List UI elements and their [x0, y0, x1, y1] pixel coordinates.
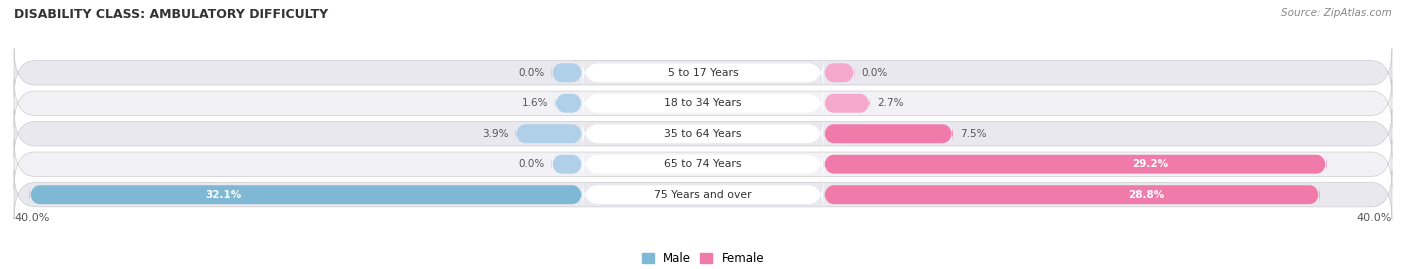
Text: 5 to 17 Years: 5 to 17 Years: [668, 68, 738, 78]
Text: 32.1%: 32.1%: [205, 190, 242, 200]
FancyBboxPatch shape: [824, 155, 1326, 174]
Legend: Male, Female: Male, Female: [637, 247, 769, 269]
FancyBboxPatch shape: [582, 116, 824, 152]
FancyBboxPatch shape: [824, 63, 855, 82]
Text: 18 to 34 Years: 18 to 34 Years: [664, 98, 742, 108]
FancyBboxPatch shape: [14, 140, 1392, 189]
Text: 3.9%: 3.9%: [482, 129, 509, 139]
FancyBboxPatch shape: [824, 94, 870, 113]
Text: 28.8%: 28.8%: [1128, 190, 1164, 200]
FancyBboxPatch shape: [515, 124, 582, 143]
FancyBboxPatch shape: [14, 79, 1392, 128]
FancyBboxPatch shape: [582, 146, 824, 182]
FancyBboxPatch shape: [14, 109, 1392, 158]
Text: 0.0%: 0.0%: [862, 68, 887, 78]
FancyBboxPatch shape: [555, 94, 582, 113]
FancyBboxPatch shape: [582, 85, 824, 121]
Text: 0.0%: 0.0%: [519, 159, 544, 169]
FancyBboxPatch shape: [14, 48, 1392, 97]
Text: 75 Years and over: 75 Years and over: [654, 190, 752, 200]
FancyBboxPatch shape: [30, 185, 582, 204]
Text: 2.7%: 2.7%: [877, 98, 904, 108]
Text: 65 to 74 Years: 65 to 74 Years: [664, 159, 742, 169]
Text: DISABILITY CLASS: AMBULATORY DIFFICULTY: DISABILITY CLASS: AMBULATORY DIFFICULTY: [14, 8, 328, 21]
Text: 7.5%: 7.5%: [960, 129, 986, 139]
FancyBboxPatch shape: [824, 124, 953, 143]
FancyBboxPatch shape: [551, 155, 582, 174]
FancyBboxPatch shape: [824, 185, 1320, 204]
Text: 29.2%: 29.2%: [1132, 159, 1168, 169]
Text: 35 to 64 Years: 35 to 64 Years: [664, 129, 742, 139]
FancyBboxPatch shape: [14, 170, 1392, 219]
FancyBboxPatch shape: [582, 177, 824, 213]
Text: 40.0%: 40.0%: [1357, 213, 1392, 222]
Text: 40.0%: 40.0%: [14, 213, 49, 222]
Text: 1.6%: 1.6%: [522, 98, 548, 108]
FancyBboxPatch shape: [551, 63, 582, 82]
FancyBboxPatch shape: [582, 55, 824, 91]
Text: 0.0%: 0.0%: [519, 68, 544, 78]
Text: Source: ZipAtlas.com: Source: ZipAtlas.com: [1281, 8, 1392, 18]
